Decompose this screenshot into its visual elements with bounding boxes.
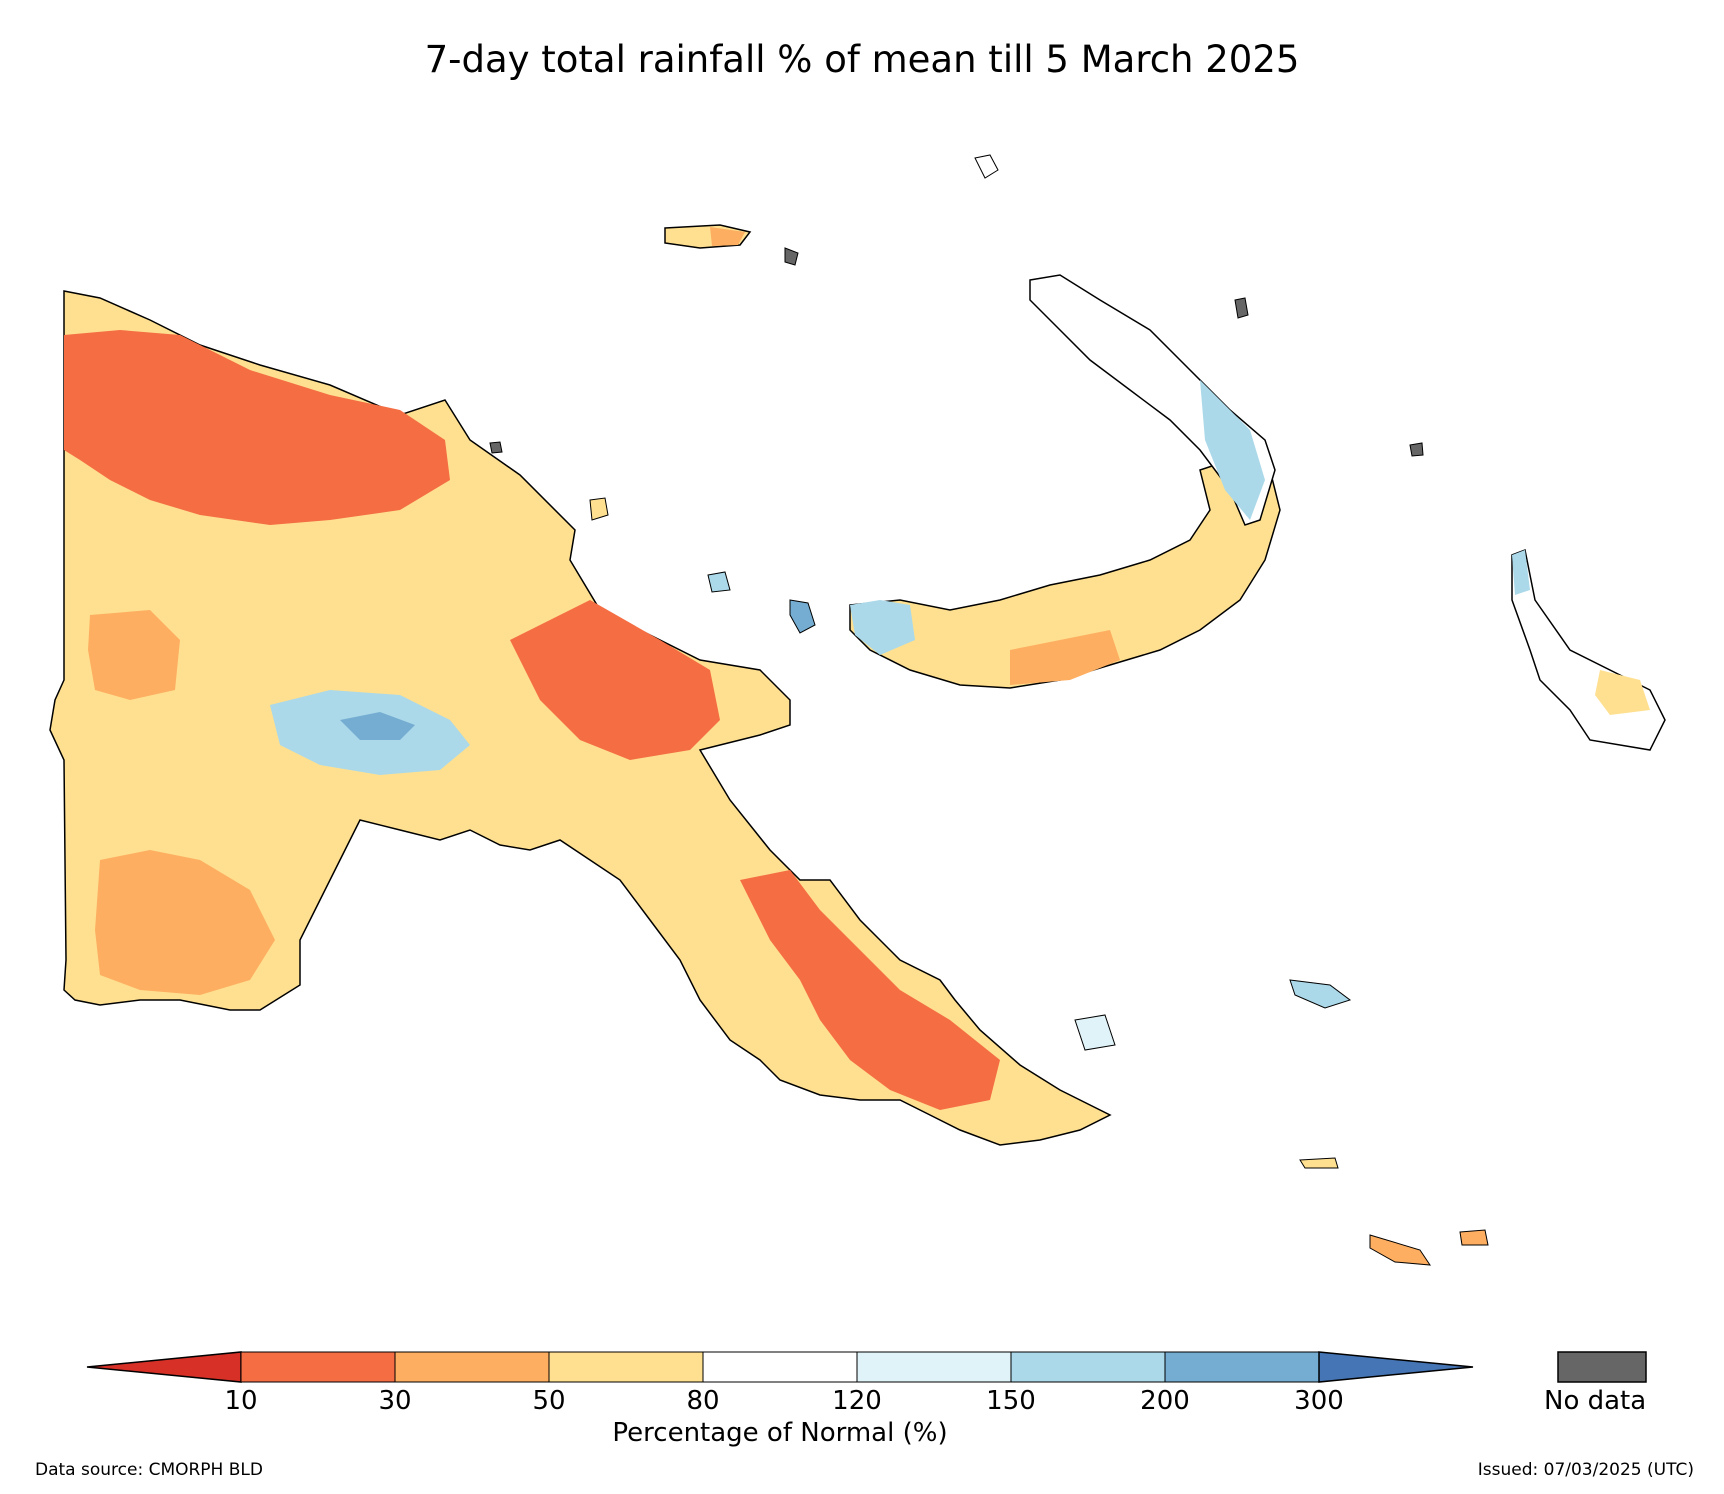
highlands-very-wet-zone (340, 712, 415, 740)
new-britain-island (849, 459, 1281, 689)
new-ireland-wet-zone (1200, 380, 1265, 520)
colorbar-150-200 (1010, 1351, 1166, 1383)
issued-date: Issued: 07/03/2025 (UTC) (1477, 1460, 1694, 1480)
colorbar-tick-30: 30 (378, 1386, 412, 1416)
trobriand-island (1299, 1157, 1339, 1169)
colorbar-label: Percentage of Normal (%) (612, 1418, 948, 1448)
new-britain-wet-zone (850, 600, 915, 655)
colorbar-tick-120: 120 (832, 1386, 882, 1416)
colorbar-50-80 (548, 1351, 704, 1383)
colorbar-120-150 (856, 1351, 1012, 1383)
colorbar-gt300-arrow (1318, 1351, 1474, 1383)
karkar-island (589, 497, 609, 521)
colorbar-tick-200: 200 (1140, 1386, 1190, 1416)
dentrecasteaux-island (1074, 1014, 1116, 1051)
manus-island-east (710, 227, 745, 246)
nodata-island-2 (1409, 442, 1424, 457)
colorbar-lt10-arrow (86, 1351, 242, 1383)
woodlark-island (1289, 979, 1352, 1009)
colorbar-80-120 (702, 1351, 858, 1383)
map-title: 7-day total rainfall % of mean till 5 Ma… (424, 38, 1300, 81)
colorbar-tick-300: 300 (1294, 1386, 1344, 1416)
colorbar-tick-10: 10 (224, 1386, 258, 1416)
papuan-peninsula-dry-zone (740, 870, 1000, 1110)
bougainville-dry-zone (1595, 670, 1650, 715)
new-britain-moderate-zone (1010, 630, 1120, 685)
nodata-swatch (1557, 1351, 1647, 1383)
data-source: Data source: CMORPH BLD (35, 1460, 263, 1480)
mussau-island (974, 154, 999, 179)
eastern-highlands-dry-zone (510, 600, 720, 760)
southwest-moderate-zone (95, 850, 275, 995)
buka-wet-zone (1512, 550, 1530, 595)
umboi-island (789, 599, 816, 634)
colorbar-30-50 (394, 1351, 550, 1383)
nodata-island-4 (784, 247, 799, 266)
sudest-island (1369, 1234, 1431, 1266)
colorbar-tick-50: 50 (532, 1386, 566, 1416)
colorbar-tick-150: 150 (986, 1386, 1036, 1416)
long-island (707, 571, 731, 593)
northwest-dry-zone (64, 330, 450, 525)
rossel-island (1459, 1229, 1489, 1246)
nodata-island-3 (489, 441, 503, 454)
nodata-label: No data (1544, 1386, 1647, 1416)
nodata-island-1 (1234, 297, 1249, 319)
new-ireland-island (1029, 274, 1276, 526)
colorbar-200-300 (1164, 1351, 1320, 1383)
colorbar-10-30 (240, 1351, 396, 1383)
colorbar-tick-80: 80 (686, 1386, 720, 1416)
west-moderate-zone (88, 610, 180, 700)
